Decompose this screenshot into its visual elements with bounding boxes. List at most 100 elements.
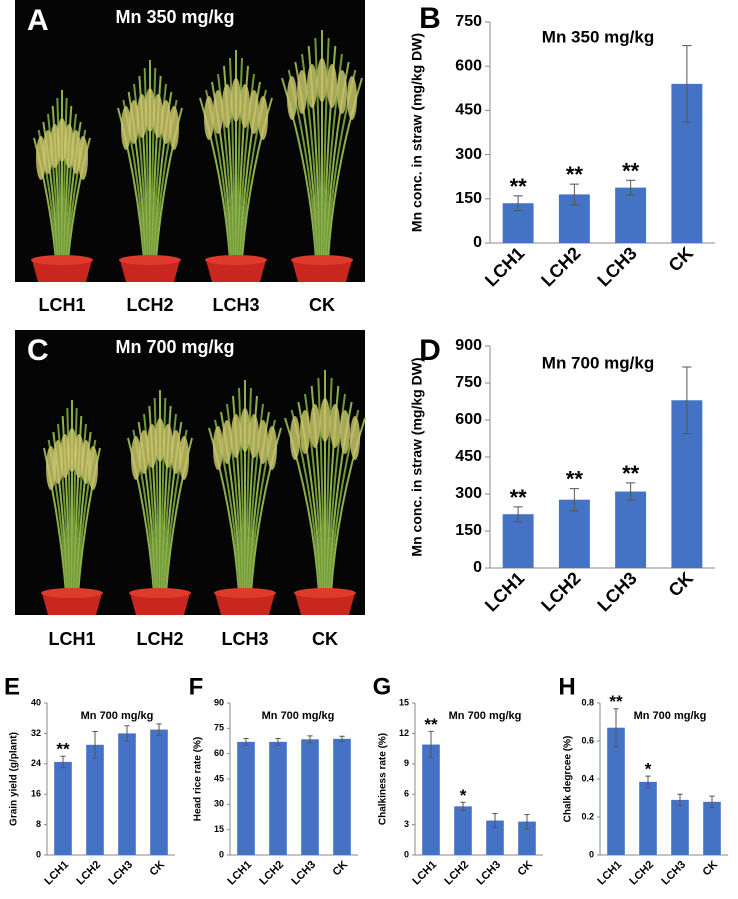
error-bar	[92, 731, 98, 759]
stem	[236, 57, 243, 261]
panicle	[340, 410, 350, 454]
error-bar	[513, 195, 523, 212]
y-tick-label: 900	[455, 337, 482, 354]
stem	[51, 105, 61, 261]
panicle	[327, 64, 337, 108]
photo-label: LCH2	[136, 629, 183, 649]
panicle	[171, 430, 181, 474]
error-bar	[156, 723, 162, 736]
pot	[42, 593, 102, 615]
y-tick-label: 8	[36, 819, 41, 829]
panel-letter: F	[189, 673, 204, 700]
panicle	[330, 404, 340, 448]
error-bar	[124, 725, 130, 742]
y-axis-label: Chalkiness rate (%)	[378, 733, 389, 825]
panicle	[213, 426, 223, 470]
photo-label: CK	[309, 295, 335, 315]
x-tick-label: CK	[330, 859, 350, 879]
panicle	[222, 84, 232, 128]
chart-title: Mn 700 mg/kg	[81, 710, 154, 722]
stem	[314, 37, 322, 261]
stem	[245, 387, 252, 594]
y-tick-label: 300	[455, 146, 482, 163]
y-tick-label: 600	[455, 411, 482, 428]
panicle	[337, 70, 347, 114]
y-axis-label: Mn conc. in straw (mg/kg DW)	[409, 357, 425, 556]
stem	[150, 67, 157, 261]
panicle	[155, 418, 165, 462]
y-tick-label: 150	[455, 522, 482, 539]
error-bar	[569, 488, 580, 512]
error-bar	[709, 795, 715, 808]
stem	[63, 105, 73, 261]
bar	[118, 733, 136, 855]
error-bar	[460, 801, 466, 811]
pot	[130, 593, 190, 615]
stem	[317, 377, 325, 594]
panicle	[300, 410, 310, 454]
y-tick-label: 0	[473, 234, 482, 251]
chart: H 0 0.2 0.4 0.6 0.8 Chalk degrcee (%) Mn 700 mg…	[558, 673, 728, 887]
panicle	[179, 436, 189, 480]
x-tick-label: LCH2	[537, 568, 584, 615]
x-tick-label: CK	[665, 243, 698, 276]
bar	[502, 514, 534, 568]
panicle	[231, 414, 241, 458]
y-axis-label: Chalk degrcee (%)	[563, 736, 574, 823]
error-bar	[682, 366, 692, 435]
pot	[32, 260, 92, 282]
y-tick-label: 15	[399, 697, 409, 707]
error-bar	[428, 730, 434, 759]
panicle	[287, 76, 297, 120]
photo-label: LCH2	[126, 295, 173, 315]
y-tick-label: 12	[399, 728, 409, 738]
panicle	[258, 96, 268, 140]
error-bar	[682, 45, 692, 123]
y-tick-label: 0.6	[581, 735, 594, 745]
panicle	[240, 84, 250, 128]
chart-title: Mn 350 mg/kg	[542, 27, 654, 46]
y-tick-label: 30	[214, 799, 224, 809]
panicle	[258, 420, 268, 464]
photo: C Mn 700 mg/kg	[15, 330, 366, 615]
x-tick-label: LCH2	[74, 859, 103, 888]
panicle	[240, 408, 250, 452]
panel-letter: E	[4, 673, 20, 700]
bar	[301, 739, 319, 855]
x-tick-label: CK	[700, 859, 720, 879]
y-tick-label: 60	[214, 748, 224, 758]
pot-rim	[31, 255, 93, 265]
panicle	[222, 420, 232, 464]
significance: **	[510, 174, 528, 199]
bar	[486, 820, 504, 855]
y-axis-label: Mn conc. in straw (mg/kg DW)	[409, 33, 425, 232]
panicle	[161, 100, 171, 144]
panicle	[147, 424, 157, 468]
stem	[153, 397, 160, 594]
error-bar	[243, 737, 249, 746]
y-tick-label: 450	[455, 102, 482, 119]
panicle	[307, 64, 317, 108]
photo-label: CK	[312, 629, 338, 649]
pot-rim	[129, 588, 191, 598]
photo: A Mn 350 mg/kg	[15, 0, 365, 282]
x-tick-label: LCH1	[481, 568, 528, 615]
chart-title: Mn 700 mg/kg	[262, 710, 335, 722]
pot-rim	[291, 255, 353, 265]
panicle	[131, 436, 141, 480]
stem	[325, 377, 333, 594]
panicle	[78, 136, 88, 180]
x-tick-label: LCH3	[593, 568, 640, 615]
y-tick-label: 0.8	[581, 697, 594, 707]
pot	[206, 260, 266, 282]
panicle	[297, 70, 307, 114]
x-tick-label: LCH2	[537, 243, 584, 290]
error-bar	[339, 735, 345, 742]
y-tick-label: 75	[214, 723, 224, 733]
stem	[322, 37, 330, 261]
x-tick-label: LCH1	[225, 859, 254, 888]
pot-rim	[214, 588, 276, 598]
y-tick-label: 40	[31, 697, 41, 707]
error-bar	[60, 755, 66, 769]
y-tick-label: 0	[219, 849, 224, 859]
